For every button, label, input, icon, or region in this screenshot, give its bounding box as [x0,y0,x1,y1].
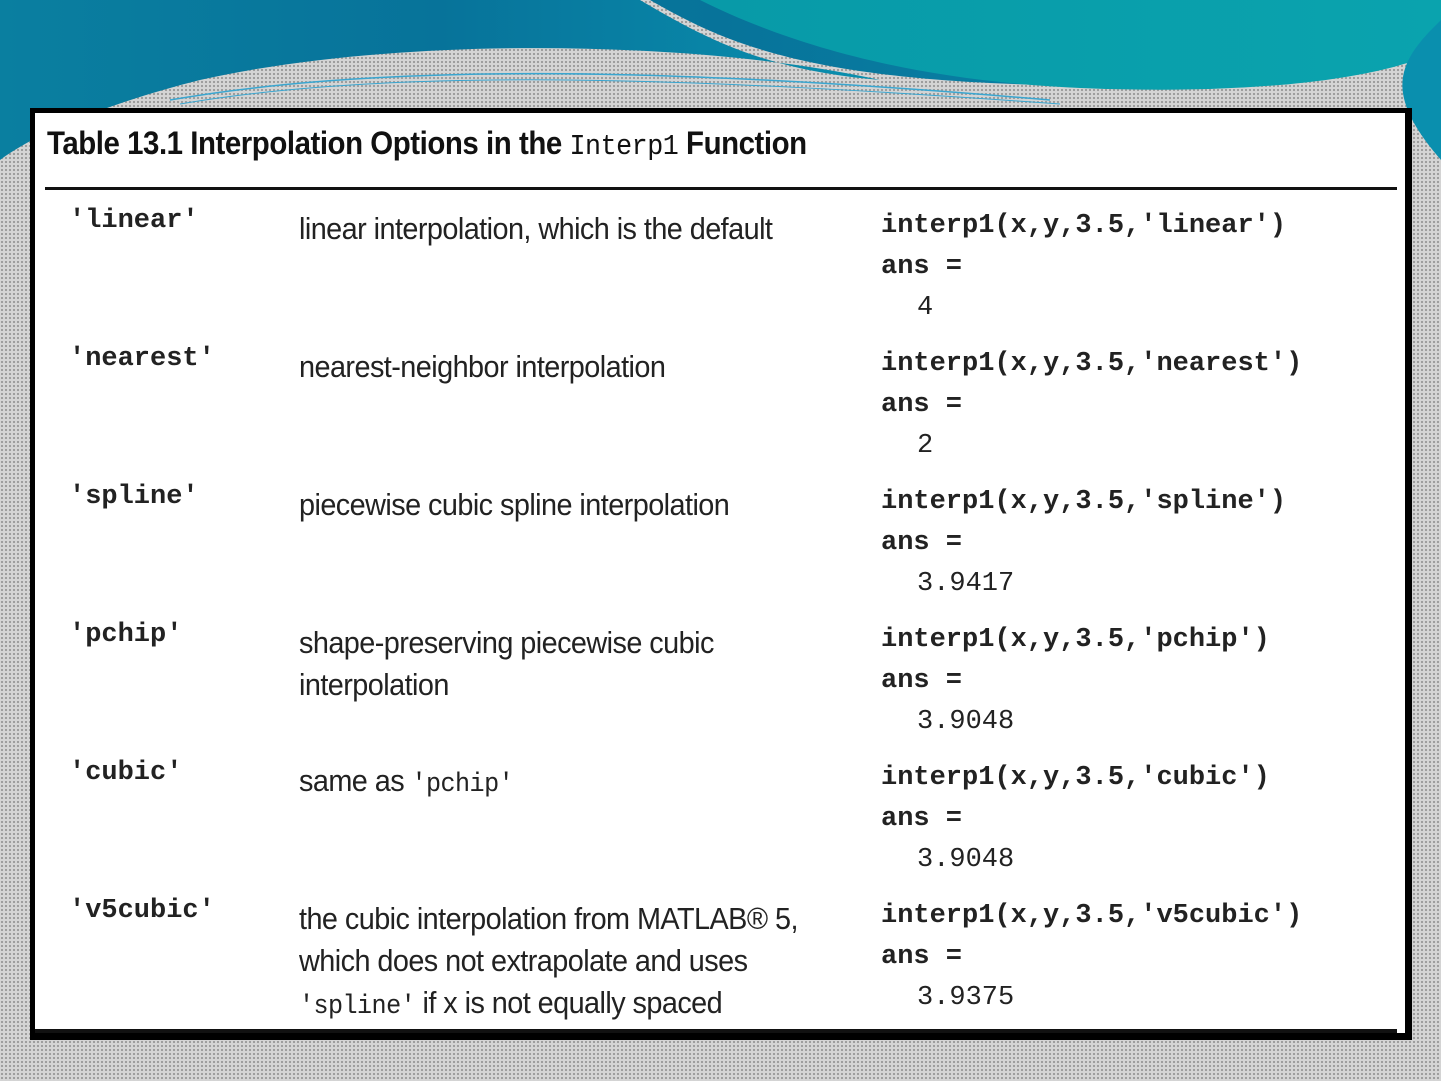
table-row: 'nearest' nearest-neighbor interpolation… [35,344,1405,482]
option-name: 'v5cubic' [69,896,215,926]
ans-value: 2 [917,431,934,461]
title-text: Table 13.1 Interpolation Options in the [47,125,570,161]
ans-label: ans = [881,528,963,558]
option-name: 'nearest' [69,344,215,374]
table-row: 'v5cubic' the cubic interpolation from M… [35,896,1405,1034]
option-name: 'cubic' [69,758,183,788]
title-code: Interp1 [569,130,679,163]
option-description: the cubic interpolation from MATLAB® 5, … [299,898,801,1028]
option-name: 'pchip' [69,620,183,650]
option-name: 'spline' [69,482,199,512]
example-call: interp1(x,y,3.5,'pchip') [881,625,1270,655]
option-description: nearest-neighbor interpolation [299,349,666,384]
example-code: interp1(x,y,3.5,'cubic') ans = 3.9048 [881,758,1270,881]
table-row: 'linear' linear interpolation, which is … [35,206,1405,344]
example-call: interp1(x,y,3.5,'nearest') [881,349,1303,379]
ans-label: ans = [881,666,963,696]
ans-label: ans = [881,390,963,420]
example-code: interp1(x,y,3.5,'nearest') ans = 2 [881,344,1302,467]
example-call: interp1(x,y,3.5,'cubic') [881,763,1270,793]
example-call: interp1(x,y,3.5,'v5cubic') [881,901,1303,931]
ans-label: ans = [881,252,963,282]
example-code: interp1(x,y,3.5,'v5cubic') ans = 3.9375 [881,896,1302,1019]
description-tail: if x is not equally spaced [415,985,723,1020]
ans-value: 3.9048 [917,707,1015,737]
option-description: shape-preserving piecewise cubic interpo… [299,625,714,702]
description-code: 'pchip' [411,770,514,800]
table-row: 'cubic' same as 'pchip' interp1(x,y,3.5,… [35,758,1405,896]
ans-label: ans = [881,942,963,972]
table-title: Table 13.1 Interpolation Options in the … [47,125,807,163]
example-code: interp1(x,y,3.5,'linear') ans = 4 [881,206,1286,329]
example-call: interp1(x,y,3.5,'linear') [881,211,1287,241]
table-row: 'pchip' shape-preserving piecewise cubic… [35,620,1405,758]
option-description: piecewise cubic spline interpolation [299,487,730,522]
ans-value: 3.9375 [917,983,1015,1013]
ans-value: 3.9048 [917,845,1015,875]
decorative-banner [0,0,1441,160]
table-row: 'spline' piecewise cubic spline interpol… [35,482,1405,620]
description-code: 'spline' [299,992,416,1022]
ans-label: ans = [881,804,963,834]
option-name: 'linear' [69,206,199,236]
description-text: same as [299,763,412,798]
description-text: the cubic interpolation from MATLAB® 5, … [299,901,798,978]
ans-value: 3.9417 [917,569,1015,599]
example-code: interp1(x,y,3.5,'pchip') ans = 3.9048 [881,620,1270,743]
option-description: linear interpolation, which is the defau… [299,211,773,246]
example-call: interp1(x,y,3.5,'spline') [881,487,1287,517]
example-code: interp1(x,y,3.5,'spline') ans = 3.9417 [881,482,1286,605]
footer-rule [35,1029,1397,1033]
header-rule [45,187,1397,190]
ans-value: 4 [917,293,934,323]
interp1-options-table: Table 13.1 Interpolation Options in the … [30,108,1412,1040]
option-description: same as 'pchip' [299,760,801,806]
title-text-suffix: Function [678,125,807,161]
